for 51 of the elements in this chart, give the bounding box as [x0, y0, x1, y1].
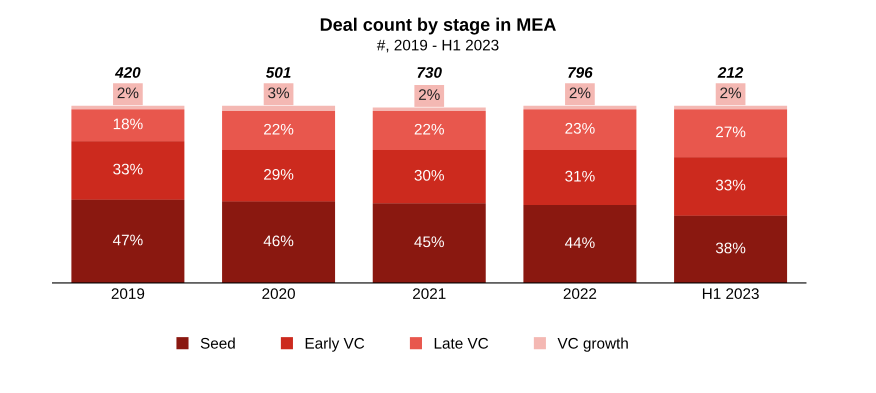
bar — [674, 157, 788, 216]
chart-title: Deal count by stage in MEA — [320, 18, 556, 35]
x-tick-label: 2022 — [564, 288, 596, 300]
chart-subtitle: #, 2019 - H1 2023 — [376, 40, 498, 52]
bar — [523, 204, 636, 283]
data-label: 47% — [112, 234, 143, 246]
data-label: 31% — [565, 170, 595, 182]
bar — [523, 109, 636, 150]
text: 501 — [266, 67, 290, 78]
bar — [222, 150, 336, 202]
data-label: 29% — [264, 169, 294, 180]
data-label: 2% — [418, 89, 440, 100]
data-label: 46% — [264, 235, 294, 246]
data-label: 44% — [564, 237, 595, 248]
x-tick-label: 2021 — [413, 288, 446, 300]
bar — [674, 216, 788, 283]
legend-label: Late VC — [434, 338, 488, 349]
x-tick-label: 2019 — [112, 288, 144, 300]
legend-label: Seed — [200, 338, 235, 349]
x-tick-label: 2020 — [262, 288, 295, 300]
data-label: 18% — [114, 118, 143, 130]
bar — [523, 150, 636, 205]
x-tick-label: H1 2023 — [702, 288, 759, 300]
data-label: 23% — [565, 122, 595, 134]
bar — [71, 141, 184, 200]
bar — [372, 150, 486, 204]
bar — [372, 111, 486, 150]
bar — [674, 109, 788, 158]
data-label: 33% — [716, 180, 746, 190]
data-label: 22% — [414, 124, 444, 135]
text: 796 — [568, 67, 593, 78]
data-label: 45% — [414, 236, 444, 248]
data-label: 2% — [570, 87, 590, 98]
bar — [222, 201, 336, 283]
data-label: 2% — [720, 87, 742, 98]
data-label: 33% — [113, 164, 143, 175]
bar — [71, 200, 184, 283]
bar — [222, 111, 336, 150]
text: 730 — [418, 67, 442, 78]
bar — [71, 109, 184, 142]
data-label: 27% — [716, 126, 746, 138]
legend-label: Early VC — [306, 338, 364, 352]
data-label: 30% — [414, 170, 444, 181]
legend-label: VC growth — [558, 338, 628, 352]
text: 212 — [718, 67, 744, 78]
bar — [372, 203, 486, 283]
data-label: 38% — [716, 242, 746, 254]
data-label: 22% — [264, 124, 294, 135]
data-label: 3% — [268, 87, 290, 98]
text: 420 — [114, 67, 140, 78]
data-label: 2% — [118, 87, 138, 98]
